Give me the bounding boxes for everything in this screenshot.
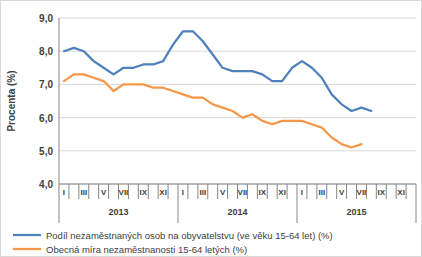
y-tick-label: 5,0 [39,146,53,157]
grid-line [59,84,416,85]
legend-swatch [13,248,41,250]
category-tick [386,184,387,199]
group-separator [416,184,417,223]
y-axis-label: Procenta (%) [6,70,17,131]
category-tick [217,184,218,199]
legend-label: Obecná míra nezaměstnanosti 15-64 letých… [46,244,247,255]
x-tick-label: III [199,188,206,197]
y-tick-label: 6,0 [39,113,53,124]
category-tick [326,184,327,199]
x-tick-label: VII [238,188,248,197]
group-separator [297,184,298,223]
category-tick [168,184,169,199]
x-tick-label: XI [397,188,405,197]
x-tick-label: XI [278,188,286,197]
category-tick [197,184,198,199]
category-tick [187,184,188,199]
legend-swatch [13,234,41,236]
x-group-label: 2015 [346,207,366,217]
chart-svg: 4,05,06,07,08,09,0Procenta (%)IIIIVVIIIX… [1,1,422,257]
chart-frame: 4,05,06,07,08,09,0Procenta (%)IIIIVVIIIX… [0,0,422,257]
x-tick-label: IX [259,188,267,197]
x-group-label: 2014 [227,207,247,217]
series-line [64,74,362,147]
x-tick-label: I [301,188,303,197]
y-tick-label: 7,0 [39,79,53,90]
category-tick [346,184,347,199]
category-tick [406,184,407,199]
category-tick [108,184,109,199]
x-tick-label: III [80,188,87,197]
grid-line [59,18,416,19]
x-tick-label: VII [357,188,367,197]
category-tick [336,184,337,199]
category-tick [88,184,89,199]
group-separator [59,184,60,223]
x-tick-label: I [182,188,184,197]
plot-area [64,31,371,147]
x-tick-label: IX [378,188,386,197]
x-tick-label: V [101,188,107,197]
category-tick [267,184,268,199]
legend-label: Podíl nezaměstnaných osob na obyvatelstv… [46,230,333,241]
category-tick [306,184,307,199]
category-tick [98,184,99,199]
grid-line [59,51,416,52]
category-tick [148,184,149,199]
x-tick-label: III [318,188,325,197]
category-tick [78,184,79,199]
category-tick [227,184,228,199]
x-group-label: 2013 [108,207,128,217]
y-tick-label: 9,0 [39,13,53,24]
category-tick [68,184,69,199]
series-line [64,31,371,111]
category-tick [287,184,288,199]
category-tick [316,184,317,199]
grid-line [59,150,416,151]
grid-line [59,117,416,118]
y-tick-label: 4,0 [39,179,53,190]
x-tick-label: V [220,188,226,197]
x-tick-label: XI [159,188,167,197]
x-tick-label: IX [140,188,148,197]
x-tick-label: VII [119,188,129,197]
x-tick-label: I [63,188,65,197]
category-tick [207,184,208,199]
y-axis [59,18,60,184]
x-tick-label: V [339,188,345,197]
y-tick-label: 8,0 [39,46,53,57]
group-separator [178,184,179,223]
